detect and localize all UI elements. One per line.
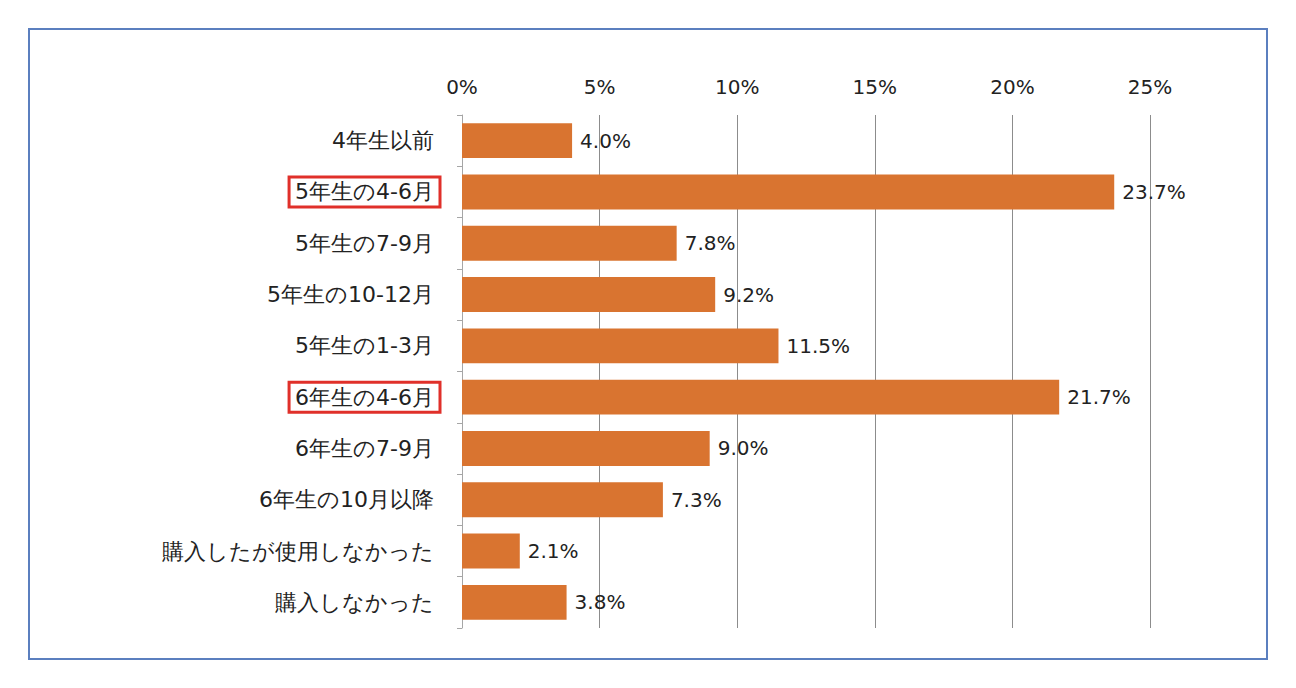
svg-text:5年生の1-3月: 5年生の1-3月: [295, 333, 434, 358]
svg-text:15%: 15%: [853, 75, 897, 99]
svg-text:3.8%: 3.8%: [575, 590, 626, 614]
svg-text:0%: 0%: [446, 75, 478, 99]
svg-text:7.3%: 7.3%: [671, 488, 722, 512]
svg-text:5年生の7-9月: 5年生の7-9月: [295, 231, 434, 256]
svg-text:7.8%: 7.8%: [685, 231, 736, 255]
svg-text:9.0%: 9.0%: [718, 436, 769, 460]
svg-text:10%: 10%: [715, 75, 759, 99]
svg-text:5年生の4-6月: 5年生の4-6月: [295, 179, 434, 204]
svg-text:23.7%: 23.7%: [1122, 180, 1186, 204]
svg-text:4.0%: 4.0%: [580, 129, 631, 153]
svg-text:20%: 20%: [990, 75, 1034, 99]
svg-text:11.5%: 11.5%: [786, 334, 850, 358]
svg-text:5年生の10-12月: 5年生の10-12月: [267, 282, 434, 307]
svg-text:5%: 5%: [584, 75, 616, 99]
svg-text:6年生の7-9月: 6年生の7-9月: [295, 436, 434, 461]
svg-text:6年生の4-6月: 6年生の4-6月: [295, 385, 434, 410]
svg-text:購入しなかった: 購入しなかった: [275, 590, 434, 615]
svg-text:6年生の10月以降: 6年生の10月以降: [259, 487, 434, 512]
svg-text:9.2%: 9.2%: [723, 283, 774, 307]
svg-text:25%: 25%: [1128, 75, 1172, 99]
svg-text:2.1%: 2.1%: [528, 539, 579, 563]
svg-text:21.7%: 21.7%: [1067, 385, 1131, 409]
svg-text:4年生以前: 4年生以前: [332, 128, 434, 153]
svg-text:購入したが使用しなかった: 購入したが使用しなかった: [162, 539, 434, 564]
